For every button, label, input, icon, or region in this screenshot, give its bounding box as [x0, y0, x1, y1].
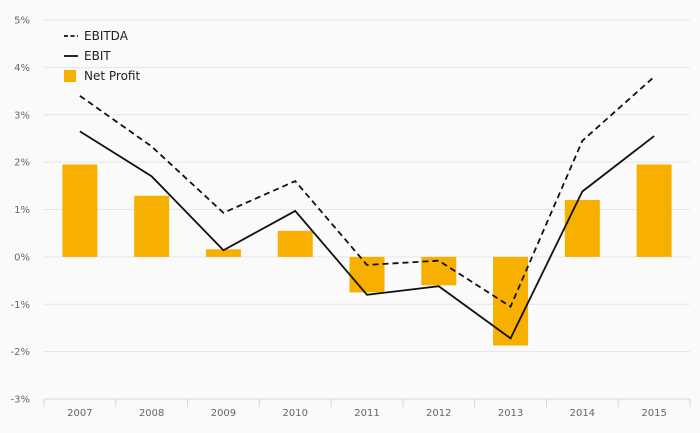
x-tick-label: 2015 [641, 408, 666, 419]
y-tick-label: -1% [11, 300, 30, 311]
y-tick-label: 0% [14, 252, 30, 263]
bar-net-profit-2015 [636, 164, 672, 257]
x-tick-label: 2014 [570, 408, 595, 419]
bar-net-profit-2009 [205, 249, 241, 257]
bar-net-profit-2010 [277, 230, 313, 257]
x-tick-label: 2012 [426, 408, 451, 419]
bar-net-profit-2014 [564, 200, 600, 257]
bar-net-profit-2013 [493, 256, 529, 346]
bar-series-net-profit [62, 164, 672, 346]
y-tick-label: 3% [14, 110, 30, 121]
y-tick-label: 5% [14, 16, 30, 27]
x-tick-label: 2013 [498, 408, 523, 419]
line-ebit [79, 130, 655, 340]
legend-item-ebit[interactable]: EBIT [64, 49, 111, 63]
y-axis: -3% -2% -1% 0% 1% 2% 3% 4% 5% [11, 16, 30, 406]
y-tick-label: -2% [11, 347, 30, 358]
x-tick-label: 2009 [211, 408, 236, 419]
legend-swatch [64, 70, 76, 82]
y-tick-label: 2% [14, 158, 30, 169]
x-tick-label: 2008 [139, 408, 164, 419]
bar-net-profit-2007 [62, 164, 98, 257]
x-tick-label: 2011 [354, 408, 379, 419]
legend-label: Net Profit [84, 69, 140, 83]
legend-item-net-profit[interactable]: Net Profit [64, 69, 140, 83]
x-axis: 2007 2008 2009 2010 2011 2012 2013 2014 2015 [43, 398, 691, 419]
bar-net-profit-2008 [134, 195, 170, 257]
legend-label: EBITDA [84, 29, 129, 43]
y-tick-label: 1% [14, 205, 30, 216]
y-tick-label: -3% [11, 395, 30, 406]
line-ebitda [79, 76, 655, 308]
line-series [79, 76, 655, 340]
legend: EBITDA EBIT Net Profit [64, 29, 140, 83]
y-tick-label: 4% [14, 63, 30, 74]
x-tick-label: 2010 [282, 408, 307, 419]
legend-item-ebitda[interactable]: EBITDA [64, 29, 129, 43]
bar-net-profit-2011 [349, 256, 385, 293]
x-tick-label: 2007 [67, 408, 92, 419]
legend-label: EBIT [84, 49, 111, 63]
